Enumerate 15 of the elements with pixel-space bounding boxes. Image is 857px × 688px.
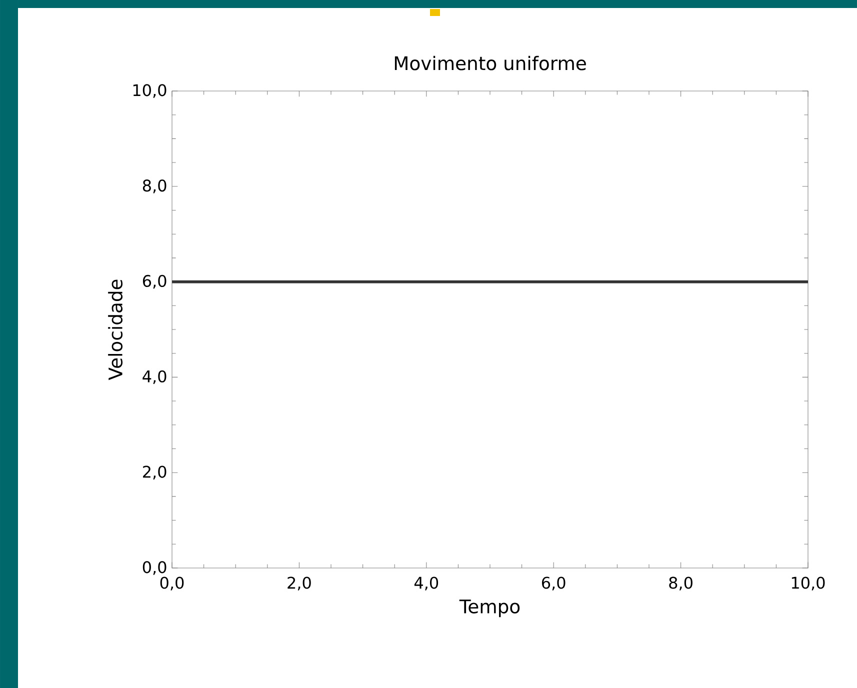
x-tick-label: 2,0 (288, 576, 311, 590)
y-tick-label: 2,0 (143, 466, 166, 480)
x-tick-label: 6,0 (542, 576, 566, 590)
x-tick-label: 8,0 (669, 576, 692, 590)
x-tick-label: 10,0 (792, 576, 825, 590)
x-tick-label: 0,0 (160, 576, 184, 590)
y-tick-label: 8,0 (142, 180, 166, 194)
chart-title: Movimento uniforme (394, 56, 586, 70)
y-tick-label: 4,0 (142, 370, 166, 384)
x-axis-title: Tempo (459, 600, 520, 618)
y-tick-label: 10,0 (133, 84, 166, 98)
x-tick-label: 4,0 (414, 576, 438, 590)
y-tick-label: 0,0 (142, 561, 166, 575)
y-tick-label: 6,0 (142, 274, 166, 289)
y-axis-title: Velocidade (108, 280, 123, 380)
